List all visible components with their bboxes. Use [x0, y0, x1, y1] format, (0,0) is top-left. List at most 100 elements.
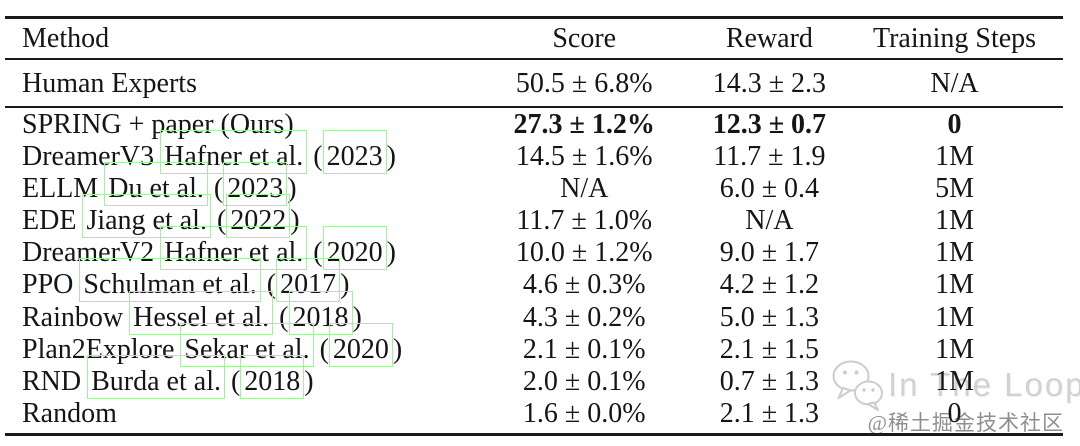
paren-open: ( [313, 141, 323, 173]
col-header-reward: Reward [725, 23, 813, 54]
method-cell: EDE Jiang et al.(2022) [5, 194, 476, 239]
citation-year-link[interactable]: 2023 [322, 130, 387, 175]
method-prefix: ELLM [22, 173, 99, 205]
method-prefix: DreamerV2 [22, 237, 155, 269]
method-prefix: Plan2Explore [22, 333, 175, 365]
score-cell: 11.7 ± 1.0% [516, 205, 653, 237]
citation-year-wrap: (2018) [230, 354, 314, 399]
table-bottom-rule [5, 433, 1063, 436]
reward-cell: 9.0 ± 1.7 [719, 237, 820, 269]
table-row: Random 1.6 ± 0.0% 2.1 ± 1.3 0 [5, 398, 1063, 430]
paren-close: ) [304, 365, 314, 397]
steps-cell: 1M [935, 269, 974, 301]
col-header-method: Method [22, 23, 110, 54]
method-prefix: Random [22, 397, 117, 429]
table-top-rule [5, 16, 1063, 19]
citation-author-link[interactable]: Jiang et al. [82, 194, 211, 239]
table-row: Rainbow Hessel et al.(2018) 4.3 ± 0.2% 5.… [5, 290, 1063, 335]
citation-year-wrap: (2022) [217, 194, 300, 239]
method-prefix: Rainbow [22, 301, 124, 333]
method-cell: SPRING + paper (Ours) [5, 109, 476, 141]
reward-cell: 4.2 ± 1.2 [719, 269, 820, 301]
citation-author-link[interactable]: Hafner et al. [160, 130, 308, 175]
citation-year-link[interactable]: 2018 [240, 354, 305, 399]
reward-cell: 6.0 ± 0.4 [719, 173, 820, 205]
method-prefix: RND [22, 365, 82, 397]
paren-open: ( [230, 365, 241, 397]
score-cell: N/A [560, 173, 609, 205]
method-cell: DreamerV2 Hafner et al.(2020) [5, 226, 476, 271]
col-header-score: Score [552, 23, 617, 54]
paren-open: ( [279, 301, 289, 333]
score-cell: 50.5 ± 6.8% [515, 68, 653, 99]
steps-cell: 5M [935, 173, 974, 205]
reward-cell: 14.3 ± 2.3 [712, 68, 827, 99]
method-prefix: EDE [22, 205, 77, 237]
reward-cell: 2.1 ± 1.3 [719, 397, 820, 429]
citation-author-link[interactable]: Du et al. [104, 162, 208, 207]
table-header-row: Method Score Reward Training Steps [5, 19, 1063, 58]
paren-close: ) [386, 141, 396, 173]
citation-year-link[interactable]: 2020 [328, 322, 393, 367]
paren-close: ) [352, 301, 362, 333]
wechat-icon [832, 360, 883, 411]
score-cell: 10.0 ± 1.2% [515, 237, 653, 269]
reward-cell: 5.0 ± 1.3 [719, 301, 820, 333]
method-cell: DreamerV3 Hafner et al.(2023) [5, 130, 476, 175]
method-cell: Human Experts [22, 68, 197, 99]
method-cell: RND Burda et al.(2018) [5, 354, 476, 399]
reward-cell: 11.7 ± 1.9 [713, 141, 826, 173]
citation-year-wrap: (2023) [214, 162, 297, 207]
score-cell: 27.3 ± 1.2% [513, 109, 655, 140]
header-divider-rule [5, 58, 1063, 60]
steps-cell: 1M [935, 141, 974, 173]
watermark-credit: @稀土掘金技术社区 [867, 411, 1064, 435]
citation-author-link[interactable]: Burda et al. [87, 354, 225, 399]
score-cell: 1.6 ± 0.0% [522, 397, 646, 429]
steps-cell: 1M [935, 237, 974, 269]
citation-year-wrap: (2017) [266, 258, 350, 303]
steps-cell: 1M [935, 205, 974, 237]
citation-year-wrap: (2020) [320, 322, 403, 367]
citation-year-link[interactable]: 2020 [322, 226, 387, 271]
method-cell: ELLM Du et al.(2023) [5, 162, 476, 207]
citation-author-link[interactable]: Hafner et al. [160, 226, 308, 271]
paren-open: ( [266, 269, 277, 301]
citation-year-link[interactable]: 2023 [223, 162, 288, 207]
table-row: EDE Jiang et al.(2022) 11.7 ± 1.0% N/A 1M [5, 194, 1063, 239]
method-cell: Plan2Explore Sekar et al.(2020) [5, 322, 476, 367]
citation-year-wrap: (2023) [313, 130, 396, 175]
citation-year-link[interactable]: 2022 [226, 194, 291, 239]
method-prefix: PPO [22, 269, 74, 301]
citation-author-link[interactable]: Sekar et al. [180, 322, 314, 367]
section-divider-rule [5, 106, 1063, 108]
score-cell: 2.1 ± 0.1% [522, 333, 646, 365]
steps-cell: 1M [935, 333, 974, 365]
paren-close: ) [287, 173, 297, 205]
score-cell: 2.0 ± 0.1% [522, 365, 646, 397]
steps-cell: 1M [935, 365, 974, 397]
results-table: Method Score Reward Training Steps Human… [5, 0, 1063, 446]
reward-cell: 2.1 ± 1.5 [719, 333, 820, 365]
citation-author-link[interactable]: Schulman et al. [79, 258, 261, 303]
reward-cell: N/A [745, 205, 794, 237]
paren-close: ) [392, 333, 403, 365]
col-header-training-steps: Training Steps [872, 23, 1037, 54]
table-body: SPRING + paper (Ours) 27.3 ± 1.2% 12.3 ±… [5, 109, 1063, 430]
table-row: RND Burda et al.(2018) 2.0 ± 0.1% 0.7 ± 1… [5, 354, 1063, 399]
paren-close: ) [340, 269, 350, 301]
citation-year-wrap: (2018) [279, 290, 362, 335]
citation-year-link[interactable]: 2018 [288, 290, 353, 335]
citation-year-link[interactable]: 2017 [276, 258, 341, 303]
table-row-human-experts: Human Experts 50.5 ± 6.8% 14.3 ± 2.3 N/A [5, 61, 1063, 106]
method-cell: PPO Schulman et al.(2017) [5, 258, 476, 303]
table-row: DreamerV2 Hafner et al.(2020) 10.0 ± 1.2%… [5, 226, 1063, 271]
score-cell: 14.5 ± 1.6% [515, 141, 653, 173]
score-cell: 4.3 ± 0.2% [522, 301, 646, 333]
watermark-brand: In The Loop [888, 366, 1080, 403]
steps-cell: 0 [947, 397, 962, 429]
table-row: DreamerV3 Hafner et al.(2023) 14.5 ± 1.6%… [5, 130, 1063, 175]
citation-author-link[interactable]: Hessel et al. [129, 290, 274, 335]
score-cell: 4.6 ± 0.3% [522, 269, 646, 301]
